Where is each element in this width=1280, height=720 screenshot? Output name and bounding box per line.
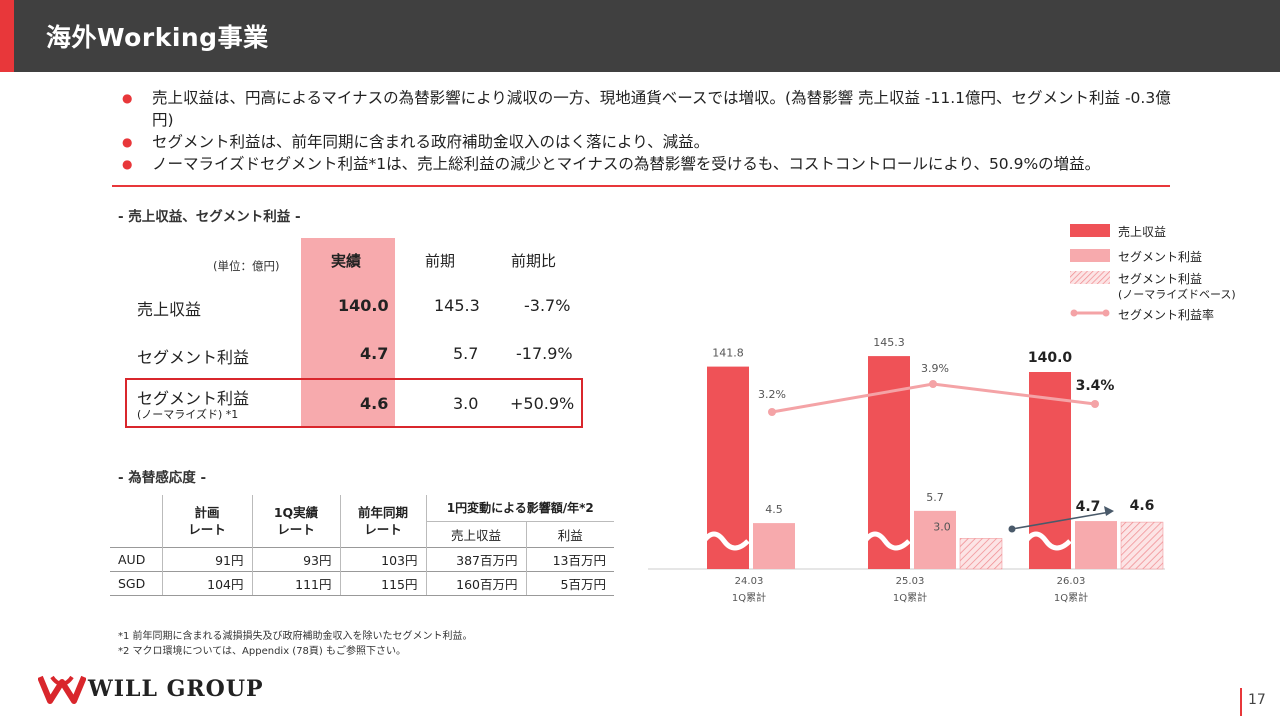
growth-arrow-head xyxy=(1104,506,1114,516)
table-row: AUD 91円 93円 103円 387百万円 13百万円 xyxy=(110,546,614,571)
revenue-value-label: 140.0 xyxy=(1028,350,1073,366)
fx-header-revenue: 売上収益 xyxy=(426,521,527,547)
rate-point xyxy=(929,380,937,388)
fx-header-impact: 1円変動による影響額/年*2 xyxy=(426,495,614,522)
revenue-bar xyxy=(707,366,749,569)
section-title-revenue: - 売上収益、セグメント利益 - xyxy=(118,209,301,225)
fx-header-q1: 1Q実績 レート xyxy=(252,495,341,547)
segment-bar xyxy=(914,510,956,569)
header-bar xyxy=(0,0,1280,72)
section-divider xyxy=(112,185,1170,187)
revenue-value-label: 145.3 xyxy=(873,336,905,349)
normalized-value-label: 4.6 xyxy=(1130,498,1155,514)
axis-break-mark xyxy=(701,531,750,551)
segment-bar xyxy=(753,523,795,569)
bullet-item: ● セグメント利益は、前年同期に含まれる政府補助金収入のはく落により、減益。 xyxy=(122,133,710,151)
revenue-value-label: 141.8 xyxy=(712,347,744,360)
fx-header-prev: 前年同期 レート xyxy=(340,495,427,547)
header-ratio: 前期比 xyxy=(511,252,557,270)
fx-ccy: SGD xyxy=(110,570,163,596)
x-tick-label: 26.03 xyxy=(1057,576,1086,587)
revenue-prev: 145.3 xyxy=(434,296,480,315)
fx-header-profit: 利益 xyxy=(557,527,583,543)
fx-ccy: AUD xyxy=(110,546,163,571)
normalized-prev: 3.0 xyxy=(453,394,479,413)
axis-break-mark xyxy=(1023,531,1072,551)
normalized-row-highlight-box xyxy=(125,378,583,428)
legend-normalized-sub: (ノーマライズドベース) xyxy=(1118,288,1236,301)
growth-arrow-start xyxy=(1008,525,1016,533)
normalized-bar xyxy=(1120,521,1164,570)
legend-rate: セグメント利益率 xyxy=(1118,308,1215,322)
revenue-actual: 140.0 xyxy=(338,296,389,315)
legend-swatch-revenue xyxy=(1070,224,1110,237)
row-label-segment: セグメント利益 xyxy=(137,348,250,367)
normalized-value-label: 3.0 xyxy=(933,520,951,533)
x-tick-label: 24.03 xyxy=(735,576,764,587)
legend-segment: セグメント利益 xyxy=(1118,250,1203,264)
footnote-1: *1 前年同期に含まれる減損損失及び政府補助金収入を除いたセグメント利益。 xyxy=(118,631,473,642)
header-actual: 実績 xyxy=(331,252,362,270)
rate-point xyxy=(768,408,776,416)
table-row: SGD 104円 111円 115円 160百万円 5百万円 xyxy=(110,570,614,596)
normalized-bar xyxy=(959,538,1003,570)
header-prev: 前期 xyxy=(425,252,456,270)
segment-bar xyxy=(1075,521,1117,569)
legend-swatch-rate xyxy=(1070,309,1110,317)
segment-ratio: -17.9% xyxy=(516,344,573,363)
legend-swatch-segment xyxy=(1070,249,1110,262)
segment-value-label: 4.7 xyxy=(1076,499,1101,515)
segment-prev: 5.7 xyxy=(453,344,479,363)
x-tick-sublabel: 1Q累計 xyxy=(1054,591,1088,604)
rate-value-label: 3.9% xyxy=(921,362,949,375)
row-label-normalized: セグメント利益 xyxy=(137,389,250,408)
segment-value-label: 5.7 xyxy=(926,491,944,504)
unit-label: (単位：億円) xyxy=(213,259,280,273)
legend-normalized: セグメント利益 xyxy=(1118,272,1203,286)
x-tick-sublabel: 1Q累計 xyxy=(893,591,927,604)
rate-point xyxy=(1091,400,1099,408)
bullet-dot-icon: ● xyxy=(122,135,133,149)
page-number-bar xyxy=(1240,688,1242,716)
header-accent xyxy=(0,0,14,72)
bullet-item: ● ノーマライズドセグメント利益*1は、売上総利益の減少とマイナスの為替影響を受け… xyxy=(122,155,1101,173)
summary-bullets: ● 売上収益は、円高によるマイナスの為替影響により減収の一方、現地通貨ベースでは増… xyxy=(118,87,1178,175)
revenue-ratio: -3.7% xyxy=(524,296,571,315)
normalized-ratio: +50.9% xyxy=(510,394,575,413)
fx-sensitivity-table: 計画 レート 1Q実績 レート 前年同期 レート 1円変動による影響額/年*2 … xyxy=(110,495,614,596)
row-sublabel-normalized: (ノーマライズド) *1 xyxy=(137,408,239,421)
segment-actual: 4.7 xyxy=(360,344,389,363)
legend-swatch-normalized xyxy=(1070,271,1110,284)
bullet-dot-icon: ● xyxy=(122,91,133,105)
brand-logo-text: WILL GROUP xyxy=(88,676,264,702)
x-tick-sublabel: 1Q累計 xyxy=(732,591,766,604)
section-title-fx: - 為替感応度 - xyxy=(118,470,207,486)
segment-value-label: 4.5 xyxy=(765,503,783,516)
axis-break-mark xyxy=(862,531,911,551)
fx-header-plan: 計画 レート xyxy=(162,495,253,547)
page-number: 17 xyxy=(1248,692,1266,708)
legend-revenue: 売上収益 xyxy=(1118,225,1167,239)
bullet-item: ● 売上収益は、円高によるマイナスの為替影響により減収の一方、現地通貨ベースでは増… xyxy=(122,89,1171,129)
growth-arrow xyxy=(1011,511,1111,530)
footnote-2: *2 マクロ環境については、Appendix (78頁) もご参照下さい。 xyxy=(118,646,406,657)
x-tick-label: 25.03 xyxy=(896,576,925,587)
row-label-revenue: 売上収益 xyxy=(137,300,202,319)
normalized-actual: 4.6 xyxy=(360,394,389,413)
will-group-logo-icon xyxy=(38,675,86,704)
rate-value-label: 3.2% xyxy=(758,388,786,401)
actual-column-highlight xyxy=(301,238,395,426)
rate-value-label: 3.4% xyxy=(1076,378,1115,394)
page-title: 海外Working事業 xyxy=(46,23,269,52)
bullet-dot-icon: ● xyxy=(122,157,133,171)
